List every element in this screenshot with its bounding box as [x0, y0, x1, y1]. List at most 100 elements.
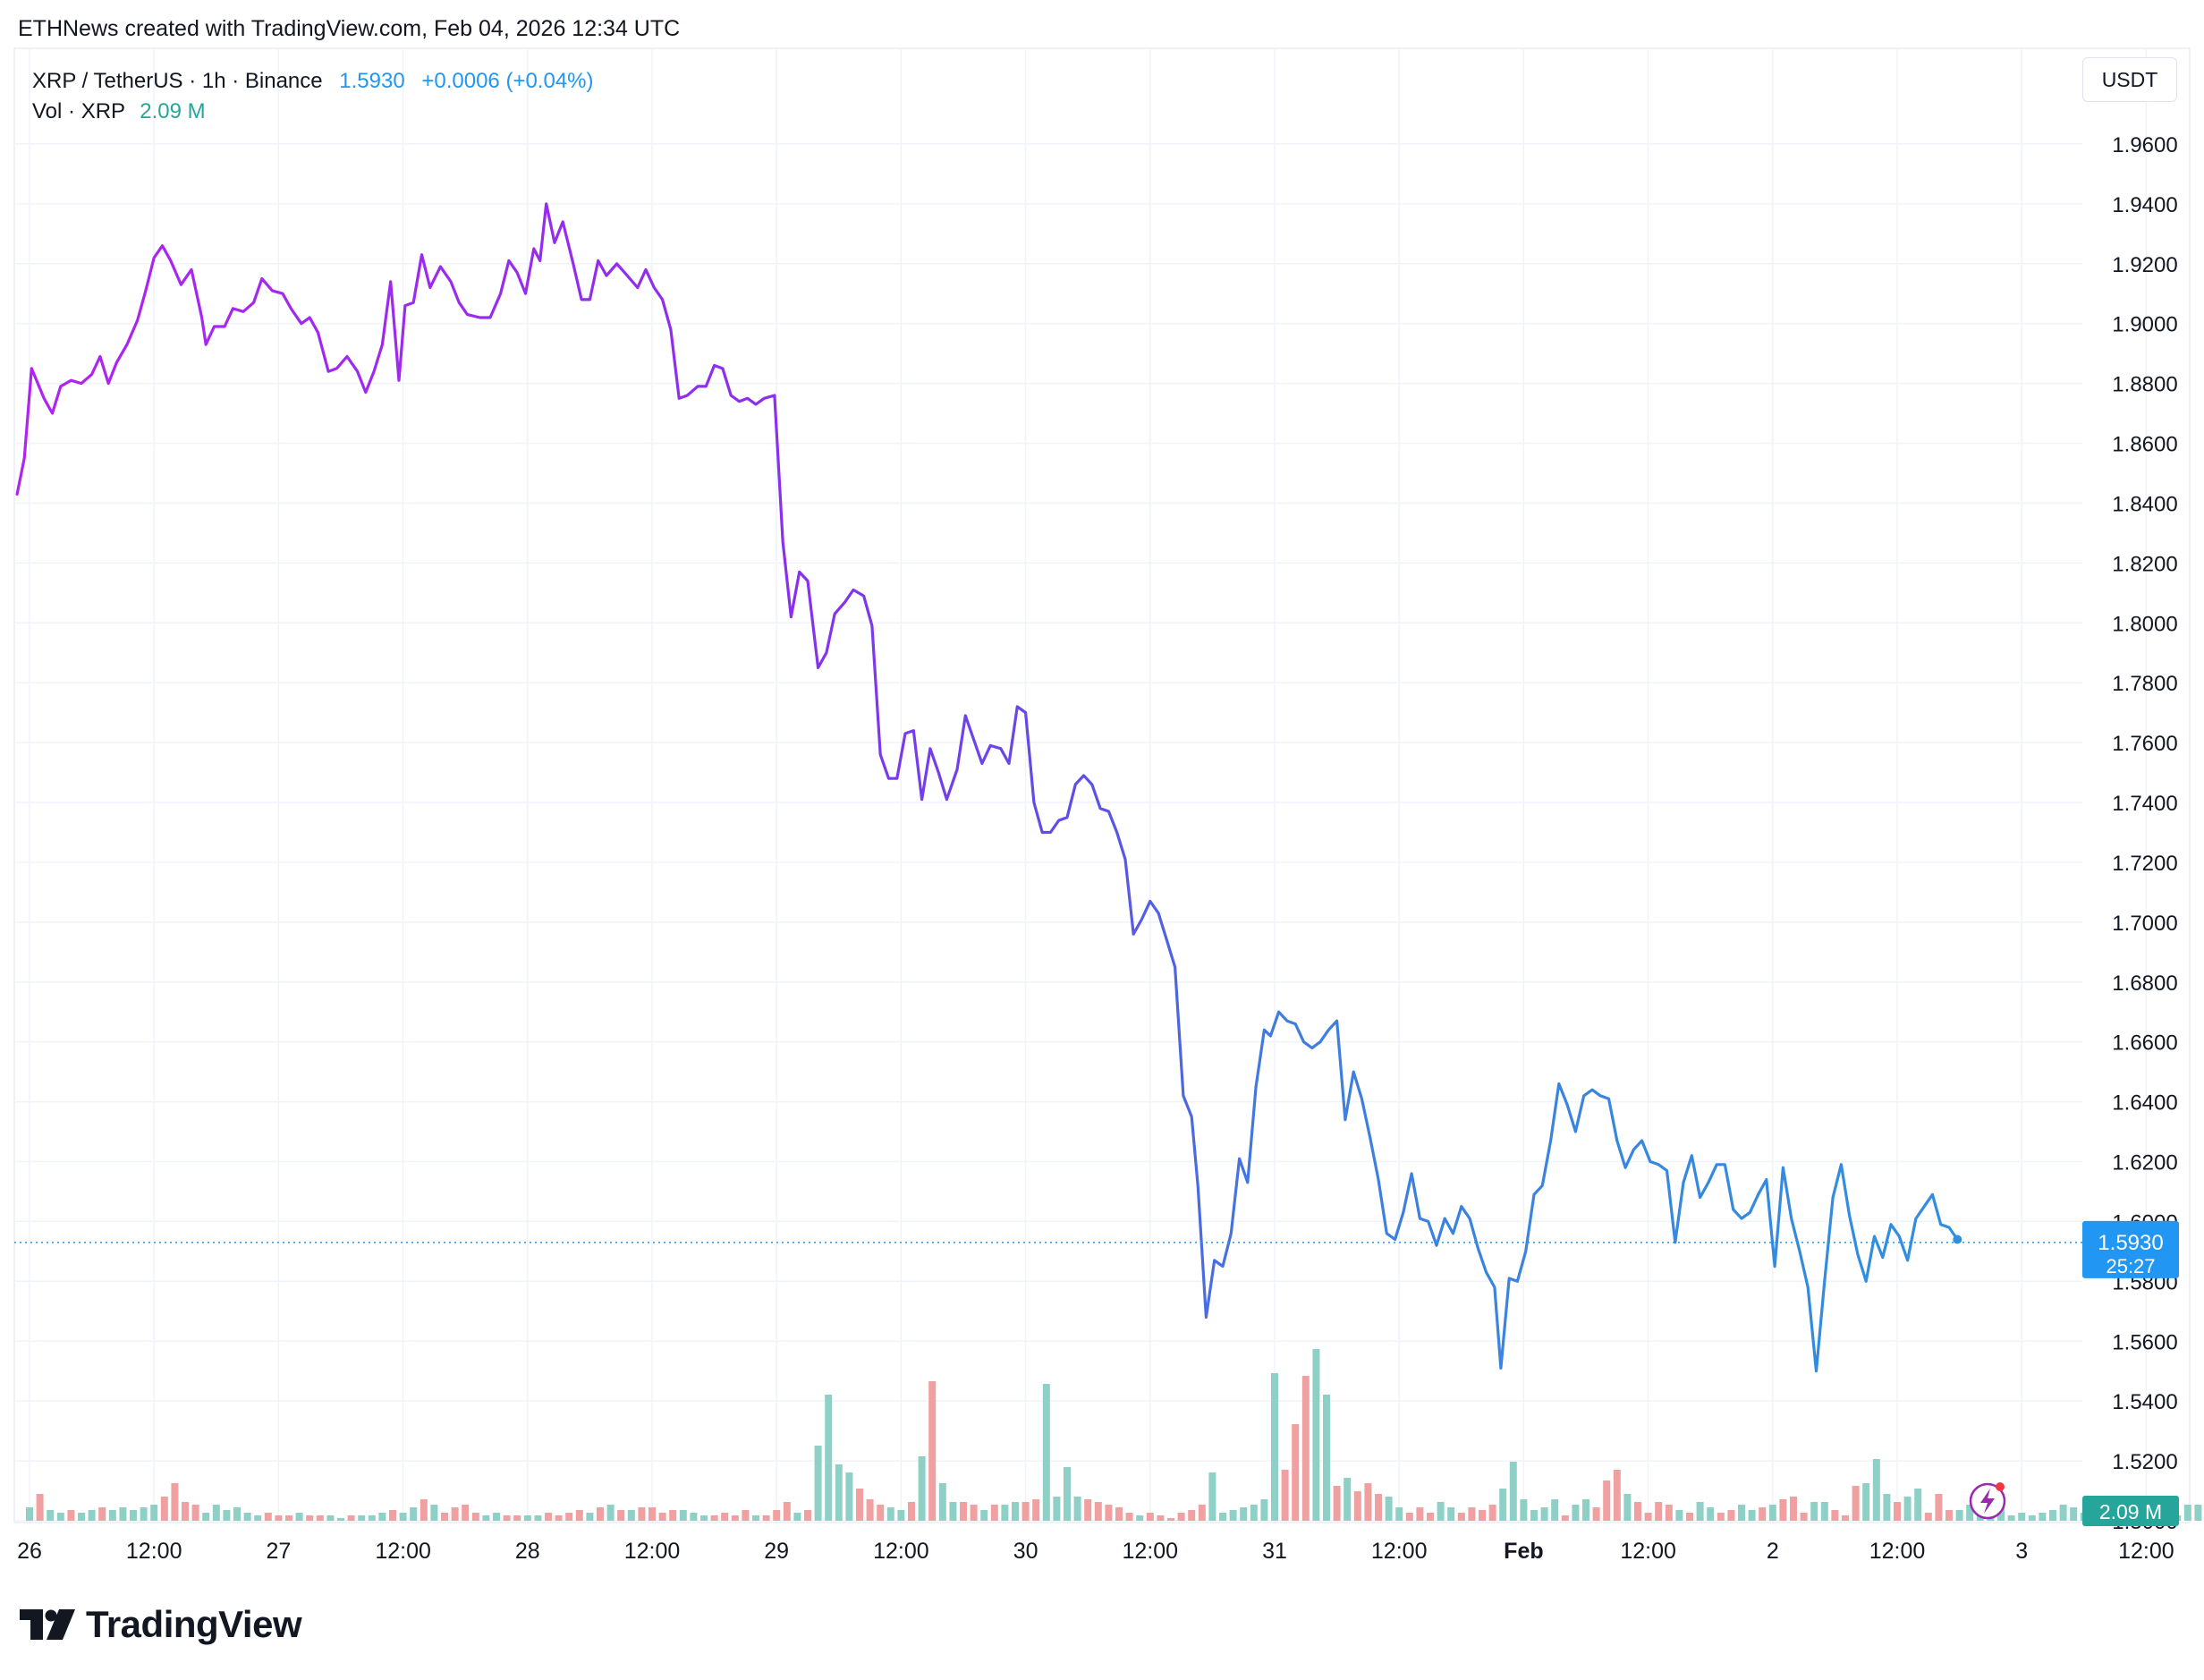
volume-bar	[275, 1515, 283, 1521]
volume-bar	[1323, 1395, 1330, 1521]
volume-bar	[1717, 1513, 1725, 1521]
plot-frame	[13, 47, 2191, 1523]
volume-bar	[1955, 1510, 1963, 1521]
volume-bar	[1064, 1467, 1071, 1521]
volume-bar	[1665, 1505, 1673, 1521]
volume-bar	[482, 1515, 490, 1521]
volume-badge-value: 2.09 M	[2099, 1500, 2162, 1523]
volume-bar	[1686, 1513, 1693, 1521]
notification-dot	[1996, 1482, 2005, 1491]
volume-bar	[1903, 1497, 1912, 1521]
legend-symbol[interactable]: XRP / TetherUS · 1h · Binance	[32, 69, 323, 93]
volume-bar	[1053, 1497, 1061, 1521]
y-tick-label: 1.6400	[2112, 1091, 2177, 1116]
lightning-icon-bolt	[1980, 1489, 1995, 1514]
volume-bar	[710, 1515, 718, 1521]
legend-volume-label[interactable]: Vol · XRP	[32, 99, 125, 123]
volume-bar	[2039, 1513, 2047, 1521]
volume-bar	[212, 1505, 220, 1521]
volume-bar	[928, 1381, 937, 1521]
volume-bar	[835, 1464, 843, 1521]
y-tick-label: 1.7800	[2112, 672, 2177, 696]
volume-bar	[160, 1497, 168, 1521]
volume-bar	[638, 1507, 646, 1521]
y-tick-label: 1.7000	[2112, 912, 2177, 936]
x-tick-label: 12:00	[1371, 1539, 1428, 1564]
volume-bar	[1457, 1513, 1465, 1521]
volume-bar	[1042, 1384, 1050, 1521]
x-tick-label: 12:00	[1620, 1539, 1676, 1564]
volume-bar	[1073, 1497, 1081, 1521]
volume-bar	[1281, 1470, 1289, 1521]
volume-bar	[1738, 1505, 1745, 1521]
price-line-layer	[14, 202, 2082, 1373]
currency-button[interactable]: USDT	[2082, 57, 2177, 102]
x-tick-label: 3	[2015, 1539, 2028, 1564]
volume-bar	[1105, 1505, 1113, 1521]
volume-bar	[1125, 1513, 1133, 1521]
volume-bar	[856, 1489, 863, 1521]
volume-bar	[627, 1510, 635, 1521]
y-tick-label: 1.5600	[2112, 1330, 2177, 1354]
volume-bar	[378, 1513, 386, 1521]
volume-bar	[1634, 1502, 1641, 1521]
y-tick-label: 1.9400	[2112, 193, 2177, 217]
volume-bar	[1768, 1505, 1776, 1521]
legend-price: 1.5930	[339, 69, 405, 93]
y-tick-label: 1.8600	[2112, 433, 2177, 457]
volume-bar	[658, 1513, 666, 1521]
volume-bar	[150, 1505, 158, 1521]
grid	[13, 47, 2191, 1523]
volume-bar	[108, 1510, 116, 1521]
volume-bar	[399, 1513, 407, 1521]
axes: 1.9600 1.9400 1.9200 1.9000 1.8800 1.8600 1.84…	[14, 133, 2190, 1564]
volume-bar	[523, 1515, 531, 1521]
volume-bar	[1945, 1510, 1953, 1521]
x-tick-label: 12:00	[1869, 1539, 1926, 1564]
volume-bar	[565, 1513, 573, 1521]
volume-bar	[1240, 1507, 1248, 1521]
volume-bar	[36, 1494, 44, 1521]
volume-bar	[1177, 1513, 1185, 1521]
volume-bar	[1375, 1494, 1382, 1521]
volume-bar	[1592, 1507, 1600, 1521]
volume-bar	[2059, 1505, 2067, 1521]
legend-volume-value: 2.09 M	[140, 99, 206, 123]
volume-bar	[316, 1515, 324, 1521]
volume-bar	[1551, 1499, 1559, 1521]
volume-bar	[586, 1513, 594, 1521]
volume-bar	[2194, 1505, 2202, 1521]
x-tick-label: Feb	[1504, 1539, 1543, 1564]
volume-bar	[1344, 1478, 1352, 1521]
volume-bar	[1862, 1483, 1870, 1521]
volume-bar	[1655, 1502, 1663, 1521]
volume-bar	[700, 1515, 708, 1521]
tradingview-logo[interactable]: TradingView	[20, 1603, 302, 1646]
x-tick-label: 12:00	[2118, 1539, 2174, 1564]
volume-bar	[98, 1507, 106, 1521]
y-tick-label: 1.9600	[2112, 133, 2177, 157]
volume-bar	[908, 1502, 915, 1521]
volume-bar	[1561, 1515, 1569, 1521]
x-tick-label: 31	[1262, 1539, 1287, 1564]
x-tick-label: 30	[1013, 1539, 1038, 1564]
volume-bar	[1924, 1513, 1932, 1521]
volume-bar	[825, 1395, 833, 1521]
x-tick-label: 2	[1767, 1539, 1779, 1564]
volume-bar	[1333, 1486, 1341, 1521]
volume-bar	[1292, 1424, 1300, 1521]
volume-bar	[814, 1446, 822, 1521]
y-tick-label: 1.6200	[2112, 1151, 2177, 1175]
volume-bar	[1208, 1472, 1216, 1521]
volume-bar	[1800, 1513, 1808, 1521]
volume-bar	[1644, 1513, 1652, 1521]
volume-bar	[233, 1507, 241, 1521]
volume-bar	[1229, 1510, 1237, 1521]
volume-bar	[1427, 1513, 1434, 1521]
lightning-icon[interactable]	[1969, 1482, 2006, 1520]
volume-bar	[337, 1518, 344, 1521]
x-tick-label: 28	[515, 1539, 540, 1564]
volume-bar	[254, 1515, 262, 1521]
